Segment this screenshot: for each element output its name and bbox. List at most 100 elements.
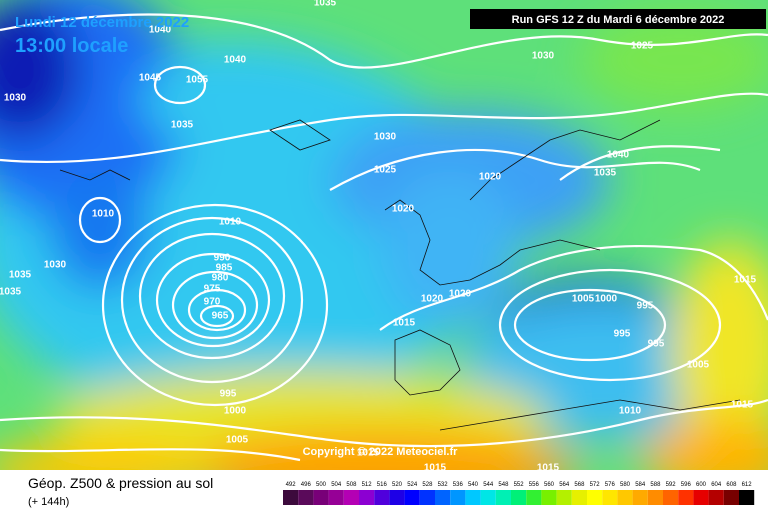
scale-label: 520 xyxy=(392,482,403,488)
color-scale: 492 496 500 504 508 512 516 520 524 528 532 536 540 5… xyxy=(283,482,755,505)
footer-title: Géop. Z500 & pression au sol xyxy=(28,475,213,491)
isobar-label: 1055 xyxy=(186,75,209,86)
coastlines xyxy=(59,119,741,431)
scale-swatch xyxy=(708,490,724,505)
isobar-label: 1010 xyxy=(619,406,642,417)
run-info: Run GFS 12 Z du Mardi 6 décembre 2022 xyxy=(512,14,725,26)
forecast-time: 13:00 locale xyxy=(15,35,128,57)
isobar-label: 1035 xyxy=(594,168,617,179)
scale-swatch xyxy=(343,490,359,505)
isobar-label: 1035 xyxy=(9,270,32,281)
scale-label: 576 xyxy=(605,482,616,488)
isobar-label: 985 xyxy=(216,263,233,274)
scale-swatch xyxy=(602,490,618,505)
isobar-label: 1040 xyxy=(607,150,630,161)
scale-swatch xyxy=(283,490,299,505)
scale-label: 496 xyxy=(301,482,312,488)
scale-label: 548 xyxy=(498,482,509,488)
scale-label: 552 xyxy=(514,482,525,488)
scale-label: 508 xyxy=(346,482,357,488)
scale-label: 492 xyxy=(286,482,297,488)
scale-label: 580 xyxy=(620,482,631,488)
isobar-label: 1005 xyxy=(687,360,710,371)
scale-swatch xyxy=(678,490,694,505)
isobar-label: 1035 xyxy=(0,287,22,298)
isobar-label: 1030 xyxy=(532,51,555,62)
isobar-label: 990 xyxy=(214,253,231,264)
isobar-label: 995 xyxy=(637,301,654,312)
forecast-date: Lundi 12 décembre 2022 xyxy=(15,14,189,31)
isobar-label: 1040 xyxy=(149,25,172,36)
scale-swatch xyxy=(359,490,375,505)
run-banner xyxy=(470,9,766,29)
isobar-label: 995 xyxy=(614,329,631,340)
isobar-label: 1020 xyxy=(421,294,444,305)
scale-label: 544 xyxy=(483,482,494,488)
isobar-label: 1030 xyxy=(374,132,397,143)
isobar-label: 970 xyxy=(204,297,221,308)
isobar-label: 1025 xyxy=(631,41,654,52)
scale-label: 536 xyxy=(453,482,464,488)
scale-label: 592 xyxy=(666,482,677,488)
isobar-label: 1025 xyxy=(374,165,397,176)
scale-swatch xyxy=(389,490,405,505)
isobar-label: 1035 xyxy=(171,120,194,131)
scale-label: 532 xyxy=(438,482,449,488)
scale-label: 572 xyxy=(590,482,601,488)
scale-swatch xyxy=(435,490,451,505)
isobar-label: 995 xyxy=(220,389,237,400)
scale-swatch xyxy=(739,490,755,505)
scale-label: 584 xyxy=(635,482,646,488)
scale-swatch xyxy=(419,490,435,505)
scale-label: 596 xyxy=(681,482,692,488)
scale-swatch xyxy=(328,490,344,505)
scale-swatch xyxy=(374,490,390,505)
scale-label: 600 xyxy=(696,482,707,488)
scale-swatch xyxy=(404,490,420,505)
scale-label: 564 xyxy=(559,482,570,488)
scale-label: 524 xyxy=(407,482,418,488)
isobar-label: 1015 xyxy=(393,318,416,329)
scale-label: 504 xyxy=(331,482,342,488)
scale-label: 556 xyxy=(529,482,540,488)
isobar-label: 1010 xyxy=(219,217,242,228)
isobar-label: 975 xyxy=(204,284,221,295)
isobar-labels: 1040 1035 1040 1045 1055 1035 1030 1030 1025 1030… xyxy=(0,0,757,459)
isobar-label: 1005 xyxy=(572,294,595,305)
isobar-label: 995 xyxy=(648,339,665,350)
isobar-label: 1035 xyxy=(314,0,337,9)
scale-label: 608 xyxy=(726,482,737,488)
scale-swatch xyxy=(556,490,572,505)
scale-swatch xyxy=(511,490,527,505)
isobar-label: 1005 xyxy=(226,435,249,446)
scale-label: 560 xyxy=(544,482,555,488)
scale-swatch xyxy=(526,490,542,505)
footer-lead: (+ 144h) xyxy=(28,496,69,508)
scale-swatch xyxy=(480,490,496,505)
scale-swatch xyxy=(495,490,511,505)
scale-swatch xyxy=(632,490,648,505)
isobar-label: 1030 xyxy=(44,260,67,271)
scale-swatch xyxy=(663,490,679,505)
isobars xyxy=(0,13,768,462)
isobar-label: 1045 xyxy=(139,73,162,84)
scale-swatch xyxy=(465,490,481,505)
isobar-label: 1020 xyxy=(449,289,472,300)
copyright: Copyright © 2022 Meteociel.fr xyxy=(303,446,459,458)
scale-swatch xyxy=(693,490,709,505)
isobar-label: 1020 xyxy=(392,204,415,215)
scale-label: 568 xyxy=(574,482,585,488)
isobar-label: 1030 xyxy=(4,93,27,104)
scale-swatch xyxy=(313,490,329,505)
scale-label: 604 xyxy=(711,482,722,488)
scale-label: 516 xyxy=(377,482,388,488)
scale-swatch xyxy=(587,490,603,505)
isobar-label: 1000 xyxy=(595,294,618,305)
isobar-label: 1000 xyxy=(224,406,247,417)
isobar-label: 965 xyxy=(212,311,229,322)
scale-swatch xyxy=(723,490,739,505)
